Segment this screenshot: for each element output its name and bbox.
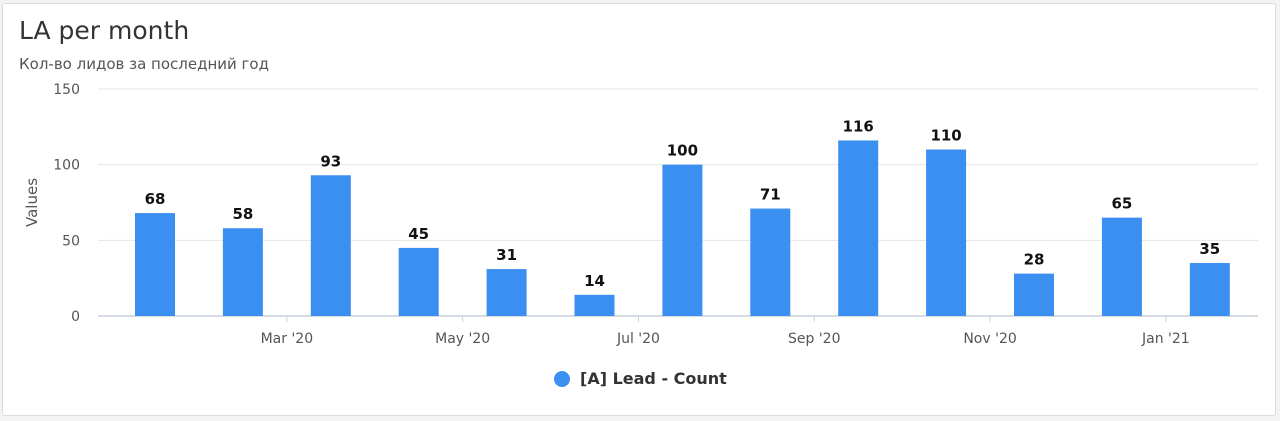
- data-label: 35: [1199, 240, 1220, 258]
- bar: [135, 213, 175, 316]
- data-label: 100: [667, 142, 698, 160]
- data-label: 110: [930, 127, 961, 145]
- y-tick-label: 150: [53, 82, 80, 98]
- bar: [926, 149, 967, 316]
- data-label: 14: [584, 272, 605, 290]
- bar: [486, 269, 527, 316]
- y-tick-label: 0: [71, 309, 80, 325]
- data-label: 58: [232, 205, 253, 223]
- bar: [662, 164, 703, 316]
- legend-marker-icon: [554, 370, 570, 387]
- y-tick-label: 100: [53, 158, 80, 174]
- x-tick-label: Nov '20: [963, 331, 1016, 347]
- x-tick-label: Jul '20: [616, 331, 660, 347]
- x-tick-label: May '20: [435, 331, 490, 347]
- legend[interactable]: [A] Lead - Count: [554, 369, 727, 388]
- data-label: 71: [760, 186, 781, 204]
- x-tick-label: Jan '21: [1141, 331, 1190, 347]
- legend-label: [A] Lead - Count: [580, 369, 727, 388]
- bar: [1189, 263, 1230, 316]
- bar: [310, 175, 351, 316]
- y-tick-label: 50: [62, 233, 80, 249]
- data-label: 93: [320, 152, 341, 170]
- data-label: 28: [1024, 251, 1045, 269]
- bar: [398, 247, 439, 316]
- chart-card: LA per month Кол-во лидов за последний г…: [2, 3, 1276, 416]
- data-label: 116: [843, 117, 874, 135]
- data-label: 45: [408, 225, 429, 243]
- x-tick-label: Mar '20: [261, 331, 314, 347]
- data-label: 31: [496, 246, 517, 264]
- bar: [1014, 273, 1054, 316]
- chart-subtitle: Кол-во лидов за последний год: [19, 55, 269, 73]
- bar: [1101, 217, 1142, 316]
- bar: [222, 228, 263, 316]
- x-tick-label: Sep '20: [788, 331, 841, 347]
- y-axis-title: Values: [23, 178, 41, 227]
- bar: [838, 140, 879, 316]
- chart-title: LA per month: [19, 16, 190, 45]
- data-label: 65: [1111, 195, 1132, 213]
- bar: [750, 208, 791, 316]
- bar: [574, 294, 615, 316]
- data-label: 68: [145, 190, 166, 208]
